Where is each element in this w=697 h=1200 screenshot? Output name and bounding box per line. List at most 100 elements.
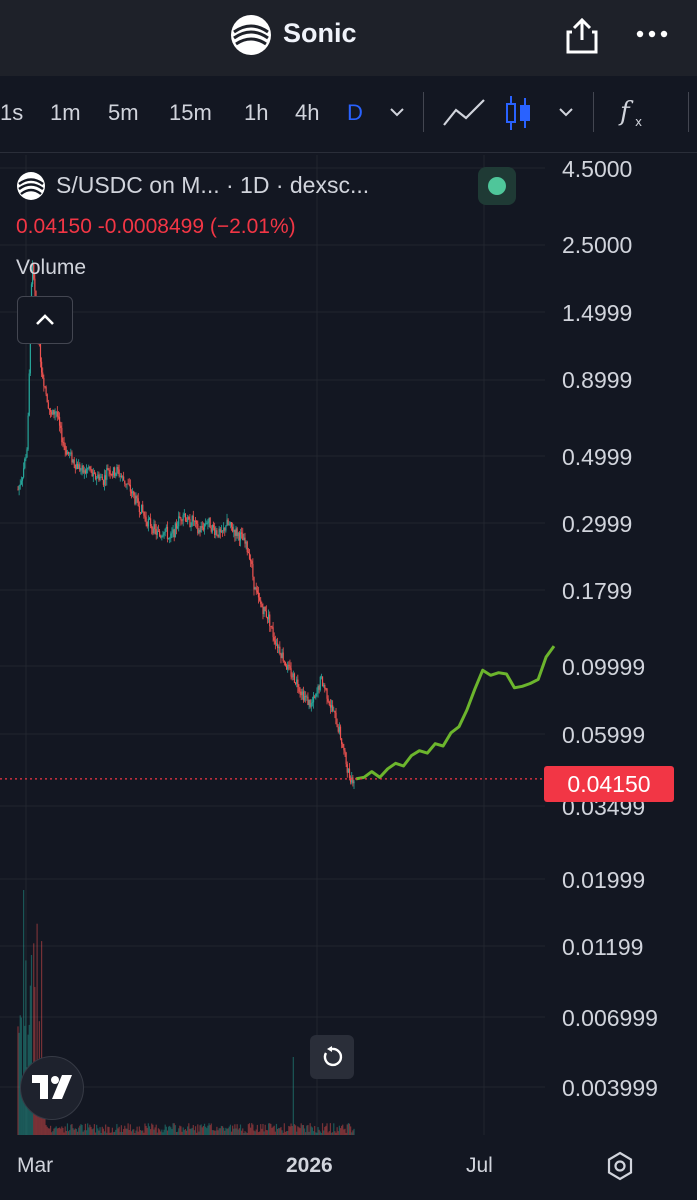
- timeframe-1m[interactable]: 1m: [50, 100, 81, 125]
- volume-bar: [76, 1131, 79, 1135]
- candle-body: [99, 477, 101, 480]
- candle-body: [236, 528, 238, 536]
- price-chart[interactable]: [0, 153, 697, 1143]
- volume-bar: [62, 1127, 64, 1135]
- timeframe-d[interactable]: D: [347, 100, 363, 125]
- volume-bar: [345, 1132, 347, 1135]
- volume-bar: [185, 1130, 188, 1135]
- line-chart-icon[interactable]: [442, 98, 486, 128]
- candle-body: [234, 530, 236, 536]
- candle-body: [143, 511, 145, 516]
- candle-body: [198, 529, 200, 534]
- volume-bar: [332, 1132, 334, 1135]
- volume-bar: [241, 1130, 243, 1135]
- volume-bar: [46, 1126, 48, 1135]
- volume-bar: [143, 1132, 145, 1135]
- volume-bar: [260, 1124, 262, 1135]
- volume-bar: [325, 1125, 327, 1135]
- volume-bar: [156, 1132, 158, 1135]
- volume-bar: [233, 1128, 235, 1135]
- volume-indicator-label[interactable]: Volume: [16, 256, 87, 279]
- chart-type-chevron-down-icon[interactable]: [558, 104, 574, 120]
- volume-bar: [244, 1131, 246, 1135]
- candle-body: [293, 673, 296, 683]
- candle-body: [294, 682, 297, 684]
- candle-body: [329, 704, 332, 708]
- candle-body: [317, 686, 319, 693]
- volume-bar: [116, 1124, 118, 1135]
- candle-body: [276, 643, 279, 649]
- share-icon[interactable]: [562, 16, 602, 56]
- volume-bar: [199, 1125, 201, 1135]
- tradingview-logo[interactable]: [20, 1056, 84, 1120]
- candle-body: [216, 530, 218, 535]
- volume-bar: [101, 1126, 103, 1135]
- timeframe-5m[interactable]: 5m: [108, 100, 139, 125]
- candle-body: [188, 517, 190, 520]
- candle-body: [282, 652, 284, 662]
- timeframe-1h[interactable]: 1h: [244, 100, 269, 125]
- volume-bar: [347, 1123, 349, 1135]
- volume-bar: [130, 1131, 133, 1135]
- candle-body: [266, 616, 269, 620]
- volume-bar: [273, 1125, 275, 1135]
- candle-body: [273, 637, 275, 641]
- volume-bar: [187, 1126, 189, 1135]
- volume-bar: [290, 1123, 292, 1135]
- candle-body: [43, 377, 45, 387]
- timeframe-1s[interactable]: 1s: [0, 100, 24, 125]
- volume-bar: [237, 1129, 239, 1135]
- more-options-icon[interactable]: [634, 22, 670, 46]
- candle-body: [65, 450, 67, 455]
- timeframe-4h[interactable]: 4h: [295, 100, 320, 125]
- volume-bar: [79, 1125, 81, 1135]
- pair-logo-icon: [17, 172, 45, 200]
- volume-bar: [348, 1123, 351, 1135]
- volume-bar: [256, 1124, 258, 1135]
- candle-body: [184, 513, 187, 521]
- projection-line: [355, 645, 556, 781]
- candle-body: [343, 747, 345, 751]
- candle-body: [33, 263, 35, 279]
- candle-body: [254, 587, 256, 590]
- volume-bar: [344, 1128, 346, 1135]
- candle-body: [144, 515, 146, 518]
- candlestick-icon[interactable]: [505, 94, 531, 132]
- price-change-readout: 0.04150 -0.0008499 (−2.01%): [16, 215, 296, 238]
- volume-bar: [261, 1128, 263, 1135]
- candle-body: [26, 449, 28, 458]
- candle-body: [28, 373, 30, 416]
- market-status-badge[interactable]: [478, 167, 516, 205]
- volume-bar: [107, 1126, 109, 1135]
- volume-bar: [99, 1127, 101, 1135]
- timeframe-chevron-down-icon[interactable]: [389, 104, 405, 120]
- candle-body: [44, 386, 46, 388]
- candle-body: [262, 607, 264, 615]
- candle-body: [264, 606, 266, 612]
- price-axis-label: 2.5000: [562, 232, 633, 258]
- candle-body: [338, 726, 340, 732]
- volume-bar: [82, 1131, 84, 1135]
- candle-body: [257, 592, 260, 598]
- toolbar-divider: [423, 92, 424, 132]
- volume-bar: [200, 1124, 202, 1135]
- candle-body: [347, 768, 349, 773]
- volume-bar: [334, 1131, 336, 1135]
- volume-bar: [134, 1132, 136, 1135]
- indicators-fx-icon[interactable]: f x: [618, 94, 650, 130]
- settings-icon[interactable]: [604, 1150, 636, 1182]
- volume-bar: [49, 1125, 52, 1135]
- candle-body: [117, 467, 119, 470]
- candle-body: [88, 466, 90, 469]
- candle-body: [247, 552, 249, 554]
- volume-bar: [137, 1131, 139, 1135]
- candle-body: [133, 491, 135, 496]
- volume-bar: [278, 1127, 280, 1135]
- symbol-title[interactable]: S/USDC on M... · 1D · dexsc...: [56, 172, 370, 198]
- timeframe-15m[interactable]: 15m: [169, 100, 212, 125]
- collapse-legend-button[interactable]: [17, 296, 73, 344]
- reset-chart-button[interactable]: [310, 1035, 354, 1079]
- volume-bar: [225, 1127, 227, 1135]
- volume-bar: [69, 1129, 71, 1135]
- candle-body: [339, 726, 342, 739]
